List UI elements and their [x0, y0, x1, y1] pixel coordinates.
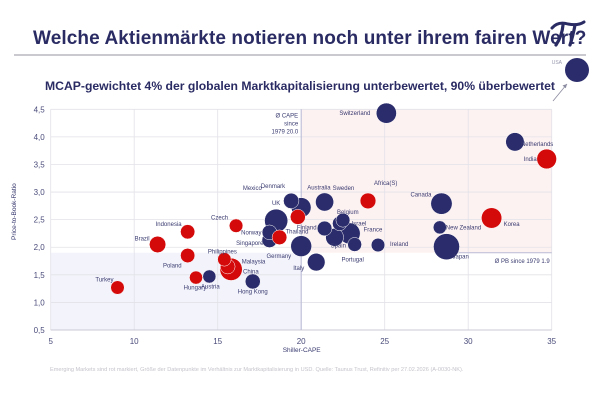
bubble-ireland [370, 237, 386, 253]
x-tick-label: 5 [48, 337, 53, 346]
point-label: Germany [267, 254, 292, 260]
point-label: Mexico [243, 186, 263, 192]
avg-pb-annotation: Ø PB since 1979 1.9 [495, 259, 551, 265]
point-label: Finland [297, 225, 317, 231]
point-label: India [524, 157, 538, 163]
point-label: Brazil [135, 236, 150, 242]
y-tick-label: 0,5 [34, 326, 46, 335]
y-tick-label: 4,0 [34, 133, 46, 142]
bubble-turkey [110, 280, 125, 295]
point-label: Poland [163, 264, 182, 270]
point-label: New Zealand [446, 225, 481, 231]
bubble-switzerland [376, 102, 397, 124]
point-label: Thailand [285, 229, 308, 235]
point-label: UK [272, 201, 280, 207]
bubble-czech [229, 218, 244, 233]
bubble-india [536, 148, 557, 170]
x-tick-label: 25 [380, 337, 389, 346]
bubble-sweden [315, 192, 334, 212]
point-label: Hong Kong [238, 289, 268, 295]
x-tick-label: 30 [464, 337, 473, 346]
point-label: Switzerland [339, 111, 370, 117]
bubble-finland [316, 220, 333, 237]
pi-icon [550, 20, 586, 47]
bubble-portugal [347, 237, 362, 252]
x-tick-label: 20 [297, 337, 306, 346]
usa-label: USA [552, 60, 563, 66]
bubble-canada [430, 192, 453, 215]
point-label: Ireland [390, 242, 408, 248]
bubble-thailand [271, 229, 288, 245]
header-divider [14, 54, 586, 56]
undervalued-zone [50, 252, 302, 330]
avg-cape-annotation: 1979 20.0 [271, 129, 298, 135]
bubble-austria [202, 269, 217, 284]
y-tick-label: 1,5 [34, 271, 46, 280]
bubble-new-zealand [432, 220, 447, 235]
point-label: Norway [241, 230, 261, 236]
bubble-mexico [290, 209, 306, 225]
bubble-usa [565, 58, 589, 82]
y-tick-label: 2,0 [34, 243, 46, 252]
bubble-africa-s- [359, 192, 377, 210]
point-label: Italy [293, 266, 304, 272]
bubble-denmark [283, 192, 300, 209]
point-label: Sweden [333, 186, 355, 192]
bubble-poland [180, 248, 196, 263]
bubble-hong-kong [244, 273, 261, 290]
point-label: Philippines [208, 249, 237, 255]
point-label: Korea [504, 222, 521, 228]
bubble-belgium [335, 212, 351, 228]
y-tick-label: 3,5 [34, 160, 46, 169]
point-label: Portugal [341, 257, 363, 263]
point-label: Spain [331, 243, 346, 249]
x-axis-label: Shiller-CAPE [283, 347, 322, 354]
point-label: Hungary [184, 286, 207, 292]
point-label: Malaysia [242, 260, 266, 266]
bubble-indonesia [180, 224, 196, 240]
point-label: Singapore [236, 241, 264, 247]
bubble-italy [307, 253, 326, 272]
y-axis-label: Price-to-Book-Ratio [11, 183, 18, 240]
point-label: Africa(S) [374, 181, 397, 187]
point-label: Netherlands [521, 142, 553, 148]
bubble-germany [290, 235, 312, 257]
point-label: Denmark [261, 184, 286, 190]
bubble-japan [433, 233, 460, 260]
bubble-brazil [149, 235, 167, 253]
point-label: Australia [307, 186, 331, 192]
point-label: Indonesia [156, 222, 183, 228]
point-label: France [364, 227, 383, 233]
bubble-hungary [189, 270, 203, 285]
avg-cape-annotation: since [284, 121, 299, 127]
x-tick-label: 35 [547, 337, 556, 346]
point-label: Turkey [95, 278, 113, 284]
point-label: Belgium [337, 210, 359, 216]
x-tick-label: 10 [130, 337, 139, 346]
point-label: Canada [410, 193, 432, 199]
point-label: Japan [452, 255, 468, 261]
point-label: China [243, 269, 259, 275]
usa-arrowhead [562, 84, 567, 89]
point-label: Austria [201, 284, 220, 290]
bubble-philippines [217, 252, 232, 267]
y-tick-label: 1,0 [34, 298, 46, 307]
chart-title: Welche Aktienmärkte notieren noch unter … [33, 28, 587, 49]
y-tick-label: 4,5 [34, 105, 46, 114]
point-label: Czech [211, 216, 228, 222]
bubble-korea [481, 207, 503, 229]
x-tick-label: 15 [213, 337, 222, 346]
y-tick-label: 2,5 [34, 216, 46, 225]
point-label: Israel [352, 222, 367, 228]
y-tick-label: 3,0 [34, 188, 46, 197]
chart-subtitle: MCAP-gewichtet 4% der globalen Marktkapi… [45, 79, 555, 93]
avg-cape-annotation: Ø CAPE [276, 113, 299, 119]
bubble-netherlands [505, 132, 525, 152]
footnote: Emerging Markets sind rot markiert, Größ… [50, 367, 464, 373]
